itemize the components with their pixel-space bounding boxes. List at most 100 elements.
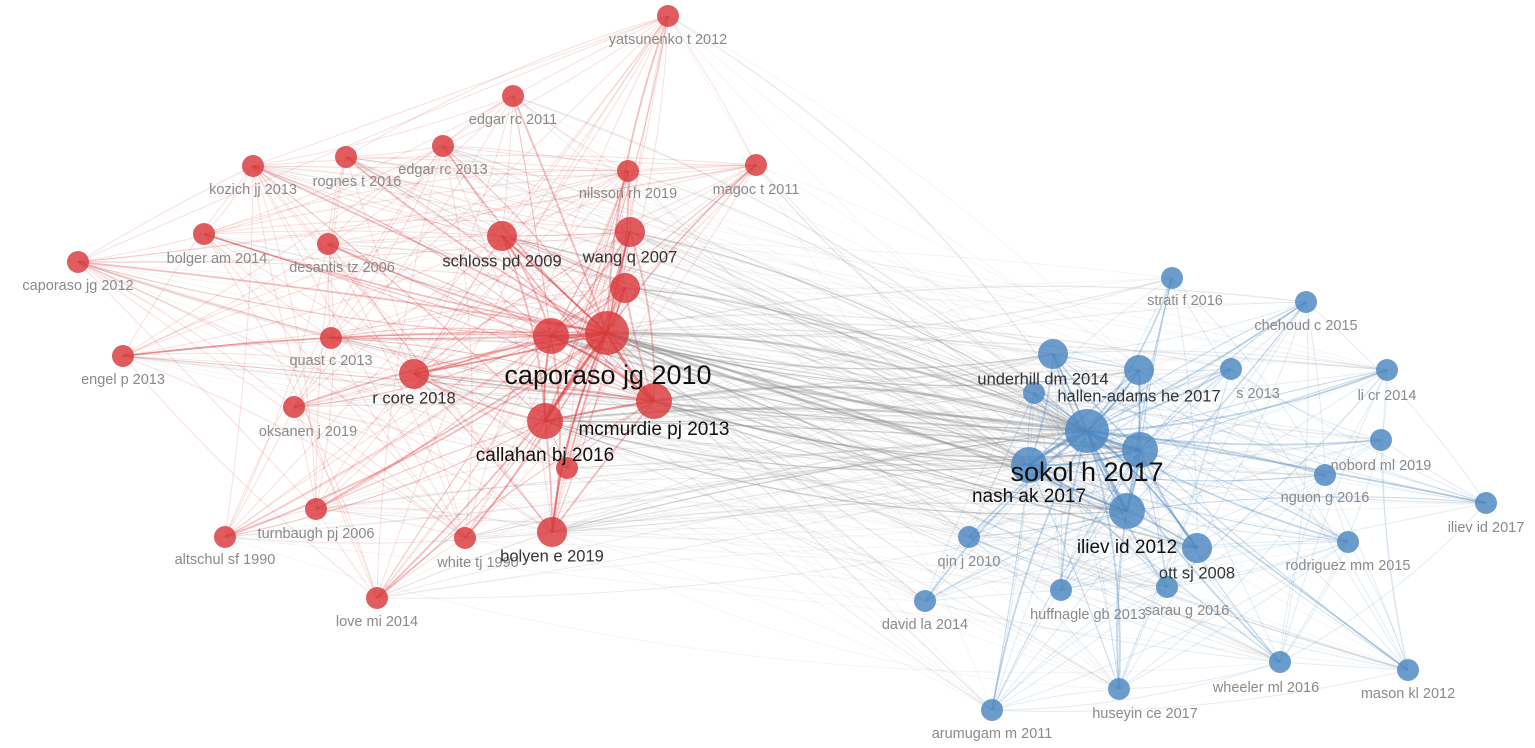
node-magoc[interactable]	[745, 154, 767, 176]
cross-cluster-edge	[551, 531, 993, 711]
red-cluster-edge	[252, 165, 546, 422]
node-white[interactable]	[454, 527, 476, 549]
node-huffnagle[interactable]	[1050, 579, 1072, 601]
red-cluster-edge	[122, 243, 329, 357]
blue-cluster-edge	[1139, 449, 1349, 543]
cross-cluster-edge	[315, 508, 1409, 671]
node-desantis[interactable]	[317, 233, 339, 255]
cross-cluster-edge	[77, 261, 926, 602]
node-iliev2012[interactable]	[1109, 493, 1145, 529]
node-lici[interactable]	[1376, 359, 1398, 381]
node-schloss[interactable]	[487, 221, 517, 251]
red-cluster-edge	[327, 235, 503, 245]
cross-cluster-edge	[606, 331, 1088, 433]
node-turnbaugh[interactable]	[305, 498, 327, 520]
blue-cluster-edge	[1230, 368, 1409, 671]
node-wheeler[interactable]	[1269, 651, 1291, 673]
cross-cluster-edge	[345, 156, 1088, 432]
red-cluster-edge	[376, 145, 444, 599]
node-mcmurdie[interactable]	[636, 383, 672, 419]
cross-cluster-edge	[551, 531, 1120, 690]
red-cluster-edge	[293, 406, 378, 599]
blue-cluster-edge	[1033, 277, 1173, 394]
node-rcore[interactable]	[399, 359, 429, 389]
node-nguon[interactable]	[1314, 464, 1336, 486]
cross-cluster-edge	[606, 332, 1409, 671]
label-oksanen: oksanen j 2019	[259, 424, 357, 440]
node-redsmall[interactable]	[556, 457, 578, 479]
cross-cluster-edge	[606, 332, 1198, 549]
red-cluster-edge	[203, 170, 629, 235]
node-nilsson[interactable]	[617, 160, 639, 182]
node-edgar2011[interactable]	[502, 85, 524, 107]
node-edgar2013[interactable]	[432, 135, 454, 157]
node-hallen[interactable]	[1124, 355, 1154, 385]
cross-cluster-edge	[252, 165, 1054, 355]
blue-cluster-edge	[1196, 541, 1349, 549]
red-cluster-edge	[122, 164, 757, 357]
node-engel[interactable]	[112, 345, 134, 367]
red-cluster-edge	[330, 145, 444, 339]
cross-cluster-edge	[629, 231, 1388, 371]
node-nobord[interactable]	[1370, 429, 1392, 451]
node-arumugam[interactable]	[981, 699, 1003, 721]
blue-cluster-edge	[1347, 541, 1409, 671]
label-edgar2011: edgar rc 2011	[469, 112, 557, 128]
label-nguon: nguon g 2016	[1281, 490, 1370, 506]
red-cluster-edge	[293, 287, 626, 408]
node-nash[interactable]	[1011, 447, 1047, 483]
node-huseyin[interactable]	[1108, 678, 1130, 700]
cross-cluster-edge	[606, 331, 1030, 467]
red-cluster-edge	[293, 145, 444, 408]
red-cluster-edge	[330, 15, 669, 339]
node-wang[interactable]	[615, 217, 645, 247]
node-altschul[interactable]	[214, 526, 236, 548]
node-love[interactable]	[366, 587, 388, 609]
node-bluex[interactable]	[1023, 382, 1045, 404]
red-cluster-edge	[315, 15, 669, 510]
node-callahan[interactable]	[527, 403, 563, 439]
node-underhill[interactable]	[1038, 339, 1068, 369]
node-bolyen[interactable]	[537, 517, 567, 547]
cross-cluster-edge	[606, 332, 1388, 371]
blue-cluster-edge	[968, 536, 1409, 671]
blue-cluster-edge	[968, 536, 1198, 549]
label-altschul: altschul sf 1990	[175, 552, 276, 568]
node-kozich[interactable]	[242, 155, 264, 177]
node-sokolb[interactable]	[1122, 432, 1158, 468]
node-caporaso2010[interactable]	[585, 311, 629, 355]
cross-cluster-edge	[330, 337, 1349, 543]
node-caporaso2012[interactable]	[67, 251, 89, 273]
red-cluster-edge	[512, 95, 552, 337]
node-oksanen[interactable]	[283, 396, 305, 418]
red-cluster-edge	[122, 287, 626, 357]
cross-cluster-edge	[413, 373, 1062, 591]
node-bolger[interactable]	[193, 223, 215, 245]
node-iliev2017[interactable]	[1475, 492, 1497, 514]
cross-cluster-edge	[606, 331, 1141, 452]
node-sokol[interactable]	[1065, 409, 1109, 453]
node-redhub[interactable]	[610, 273, 640, 303]
cross-cluster-edge	[252, 165, 1409, 671]
red-cluster-edge	[376, 15, 669, 599]
node-quast[interactable]	[320, 327, 342, 349]
node-bluey[interactable]	[1220, 358, 1242, 380]
blue-cluster-edge	[1305, 301, 1487, 504]
node-mason[interactable]	[1397, 659, 1419, 681]
node-chehoud[interactable]	[1295, 291, 1317, 313]
node-rodriguez[interactable]	[1337, 531, 1359, 553]
cross-cluster-edge	[606, 332, 1120, 690]
node-david[interactable]	[914, 590, 936, 612]
node-strati[interactable]	[1161, 267, 1183, 289]
cross-cluster-edge	[551, 369, 1388, 533]
node-qin[interactable]	[958, 526, 980, 548]
blue-cluster-edge	[1033, 392, 1198, 549]
node-ott[interactable]	[1182, 533, 1212, 563]
blue-cluster-edge	[1116, 449, 1141, 690]
node-sarau[interactable]	[1156, 576, 1178, 598]
cross-cluster-edge	[653, 400, 1030, 466]
node-rognes[interactable]	[335, 146, 357, 168]
node-yatsunenko[interactable]	[657, 5, 679, 27]
node-caporaso2010b[interactable]	[533, 318, 569, 354]
label-underhill: underhill dm 2014	[977, 370, 1108, 388]
